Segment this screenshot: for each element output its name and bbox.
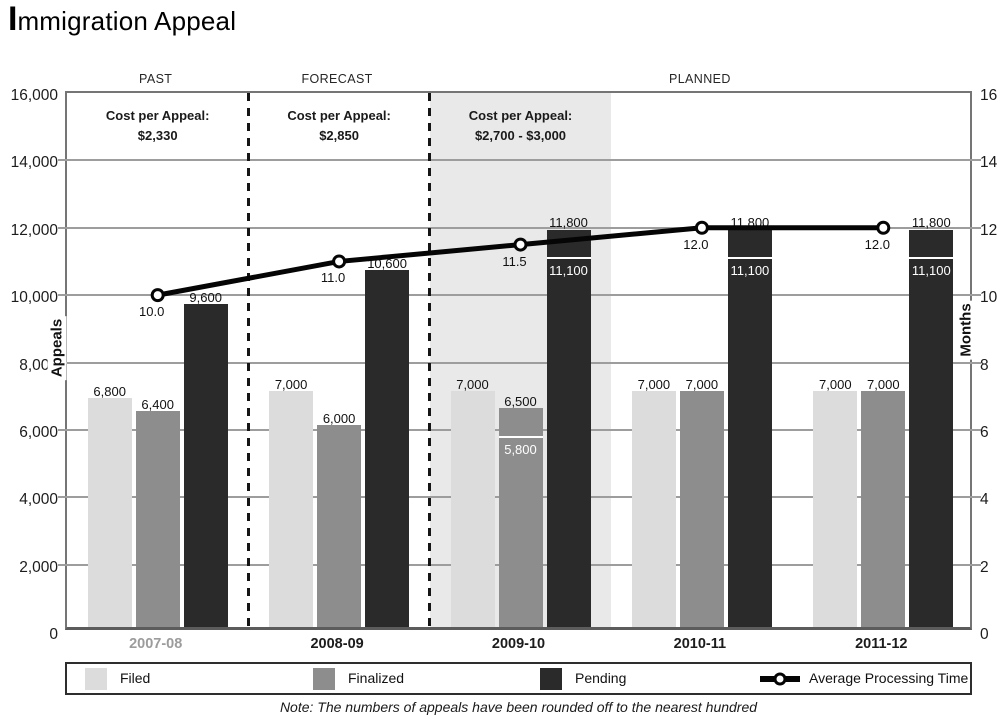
line-marker-icon (694, 220, 709, 235)
bar-inner-mark-label: 5,800 (504, 441, 537, 457)
finalized-bar (135, 411, 180, 627)
section-divider-dashed-line (428, 93, 432, 627)
legend: Filed Finalized Pending Average Processi… (65, 662, 972, 695)
processing-time-value-label: 11.0 (320, 270, 346, 286)
section-label-forecast: FORECAST (301, 72, 373, 86)
category-label-2009-10: 2009-10 (491, 636, 546, 652)
pending-bar (727, 229, 772, 627)
right-axis-tick-label: 10 (980, 289, 998, 307)
left-axis-tick-label: 4,000 (19, 491, 58, 509)
right-axis-tick-label: 8 (980, 356, 989, 374)
finalized-bar (317, 424, 362, 627)
gridline (58, 226, 981, 229)
cost-per-appeal-label: Cost per Appeal: $2,330 (105, 108, 210, 143)
filed-bar-value-label: 7,000 (274, 377, 308, 393)
section-label-past: PAST (139, 72, 173, 86)
line-marker-icon (150, 288, 165, 303)
pending-bar (365, 269, 410, 627)
right-axis-tick-label: 0 (980, 626, 989, 643)
footnote: Note: The numbers of appeals have been r… (279, 699, 758, 715)
legend-label-filed: Filed (120, 670, 151, 686)
finalized-bar-value-label: 6,500 (504, 394, 537, 410)
left-axis-tick-label: 0 (49, 626, 58, 643)
filed-swatch-icon (85, 668, 107, 690)
filed-bar (813, 391, 858, 627)
filed-bar-value-label: 7,000 (637, 377, 671, 393)
average-processing-time-line-icon (759, 672, 801, 691)
category-label-2010-11: 2010-11 (673, 636, 727, 652)
finalized-bar-value-label: 7,000 (685, 377, 719, 393)
processing-time-value-label: 12.0 (683, 236, 709, 252)
y-axis-title-appeals: Appeals (47, 315, 67, 381)
right-axis-tick-label: 6 (980, 423, 989, 441)
bar-inner-mark-line (498, 435, 543, 438)
line-marker-icon (876, 220, 891, 235)
filed-bar (631, 391, 676, 627)
plot-area: Cost per Appeal: $2,330 Cost per Appeal: $2… (58, 91, 981, 630)
page-title: Immigration Appeal (8, 0, 236, 39)
line-marker-icon (513, 237, 528, 252)
left-axis-tick-label: 16,000 (10, 87, 58, 104)
pending-swatch-icon (540, 668, 562, 690)
legend-label-finalized: Finalized (348, 670, 405, 686)
finalized-bar (498, 408, 543, 627)
section-divider-dashed-line (246, 93, 250, 627)
bar-inner-mark-label: 11,100 (911, 263, 951, 279)
processing-time-value-label: 12.0 (864, 236, 890, 252)
left-axis-tick-label: 14,000 (10, 154, 58, 172)
finalized-swatch-icon (313, 668, 335, 690)
left-axis-tick-label: 10,000 (10, 289, 58, 307)
processing-time-value-label: 10.0 (139, 304, 165, 320)
pending-bar (909, 229, 954, 627)
gridline (58, 294, 981, 297)
filed-bar (269, 391, 314, 627)
finalized-bar (679, 391, 724, 627)
right-axis-tick-label: 14 (980, 154, 998, 172)
bar-inner-mark-line (727, 257, 772, 260)
cost-per-appeal-label: Cost per Appeal: $2,850 (287, 108, 391, 143)
filed-bar (87, 397, 132, 627)
left-axis-tick-label: 2,000 (19, 558, 58, 576)
average-processing-time-line (150, 220, 891, 303)
line-marker-icon (332, 254, 347, 269)
bar-inner-mark-line (546, 257, 591, 260)
bar-inner-mark-line (909, 257, 954, 260)
gridline (58, 361, 981, 364)
title-rest: mmigration Appeal (17, 6, 237, 36)
category-label-2007-08: 2007-08 (129, 636, 183, 652)
bar-inner-mark-label: 11,100 (730, 263, 770, 279)
title-initial: I (8, 0, 18, 38)
pending-bar (546, 229, 591, 627)
legend-label-average-processing-time: Average Processing Time (809, 670, 969, 686)
finalized-bar-value-label: 6,400 (141, 397, 174, 413)
right-axis-tick-label: 16 (980, 87, 998, 104)
category-label-2011-12: 2011-12 (855, 636, 908, 652)
gridline (58, 159, 981, 162)
y-axis-title-months: Months (956, 300, 976, 360)
filed-bar (450, 391, 495, 627)
finalized-bar-value-label: 6,000 (322, 410, 356, 426)
filed-bar-value-label: 6,800 (93, 383, 126, 399)
left-axis-tick-label: 12,000 (10, 221, 58, 239)
processing-time-value-label: 11.5 (502, 253, 527, 269)
right-axis-tick-label: 12 (980, 221, 998, 239)
pending-bar-value-label: 11,800 (549, 215, 588, 231)
cost-per-appeal-label: Cost per Appeal: $2,700 - $3,000 (468, 108, 573, 143)
filed-bar-value-label: 7,000 (456, 377, 489, 393)
filed-bar-value-label: 7,000 (819, 377, 852, 393)
pending-bar (183, 303, 228, 627)
right-axis-tick-label: 4 (980, 491, 989, 509)
legend-label-pending: Pending (575, 670, 627, 686)
bar-inner-mark-label: 11,100 (549, 263, 588, 279)
left-axis-tick-label: 6,000 (19, 423, 58, 441)
section-label-planned: PLANNED (668, 72, 731, 86)
finalized-bar (861, 391, 906, 627)
finalized-bar-value-label: 7,000 (867, 377, 900, 393)
category-label-2008-09: 2008-09 (310, 636, 364, 652)
right-axis-tick-label: 2 (980, 558, 989, 576)
pending-bar-value-label: 11,800 (911, 215, 951, 231)
pending-bar-value-label: 9,600 (189, 289, 222, 305)
